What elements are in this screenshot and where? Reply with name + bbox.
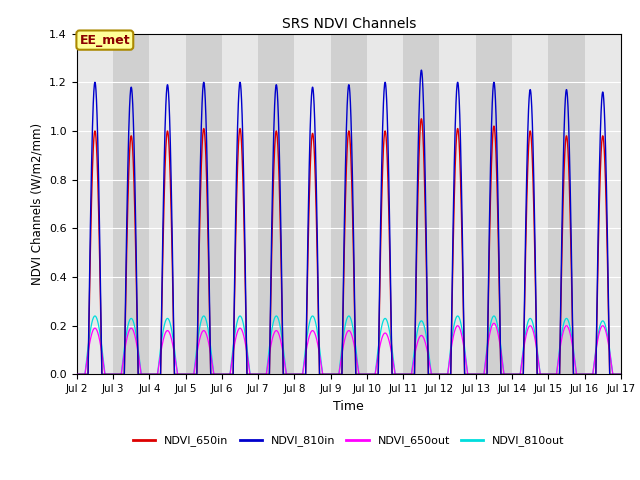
NDVI_650in xyxy=(617,372,625,377)
Y-axis label: NDVI Channels (W/m2/mm): NDVI Channels (W/m2/mm) xyxy=(31,123,44,285)
NDVI_810in xyxy=(276,201,284,207)
NDVI_810out xyxy=(91,313,99,319)
Bar xyxy=(294,34,331,374)
NDVI_810out xyxy=(424,343,431,349)
Bar xyxy=(367,34,403,374)
Bar xyxy=(403,34,440,374)
NDVI_810out xyxy=(501,372,509,377)
Bar xyxy=(476,34,512,374)
Bar xyxy=(548,34,584,374)
NDVI_650out xyxy=(490,321,498,326)
NDVI_810in xyxy=(73,372,81,377)
Bar xyxy=(512,34,548,374)
Bar xyxy=(113,34,149,374)
NDVI_810in xyxy=(184,372,191,377)
Bar xyxy=(149,34,186,374)
Line: NDVI_810in: NDVI_810in xyxy=(77,70,621,374)
NDVI_650in xyxy=(276,228,284,234)
NDVI_650out xyxy=(73,372,81,377)
NDVI_810out xyxy=(617,372,625,377)
Bar xyxy=(584,34,621,374)
NDVI_810out xyxy=(615,372,623,377)
Line: NDVI_650in: NDVI_650in xyxy=(77,119,621,374)
NDVI_650in xyxy=(417,116,425,121)
NDVI_650out xyxy=(501,372,509,377)
NDVI_650out xyxy=(617,372,625,377)
NDVI_650in xyxy=(501,372,509,377)
NDVI_650in xyxy=(184,372,191,377)
Line: NDVI_810out: NDVI_810out xyxy=(77,316,621,374)
NDVI_810out xyxy=(73,372,81,377)
Line: NDVI_650out: NDVI_650out xyxy=(77,324,621,374)
NDVI_810out xyxy=(184,372,191,377)
NDVI_650out xyxy=(615,372,623,377)
NDVI_810in xyxy=(189,372,197,377)
X-axis label: Time: Time xyxy=(333,400,364,413)
NDVI_650out xyxy=(424,351,431,357)
NDVI_810out xyxy=(189,372,197,377)
NDVI_650out xyxy=(184,372,191,377)
NDVI_650in xyxy=(189,372,197,377)
NDVI_810in xyxy=(617,372,625,377)
Bar xyxy=(222,34,258,374)
Bar xyxy=(258,34,294,374)
NDVI_650in xyxy=(73,372,81,377)
NDVI_650out xyxy=(276,336,284,342)
NDVI_650out xyxy=(189,372,197,377)
Legend: NDVI_650in, NDVI_810in, NDVI_650out, NDVI_810out: NDVI_650in, NDVI_810in, NDVI_650out, NDV… xyxy=(129,431,569,451)
NDVI_810in xyxy=(615,372,623,377)
Bar xyxy=(77,34,113,374)
NDVI_810in xyxy=(417,67,425,73)
Bar xyxy=(186,34,222,374)
NDVI_810in xyxy=(424,341,431,347)
NDVI_650in xyxy=(424,346,431,352)
NDVI_810out xyxy=(276,325,284,331)
NDVI_810in xyxy=(501,372,509,377)
Bar xyxy=(331,34,367,374)
Text: EE_met: EE_met xyxy=(79,34,130,47)
NDVI_650in xyxy=(615,372,623,377)
Title: SRS NDVI Channels: SRS NDVI Channels xyxy=(282,17,416,31)
Bar xyxy=(440,34,476,374)
